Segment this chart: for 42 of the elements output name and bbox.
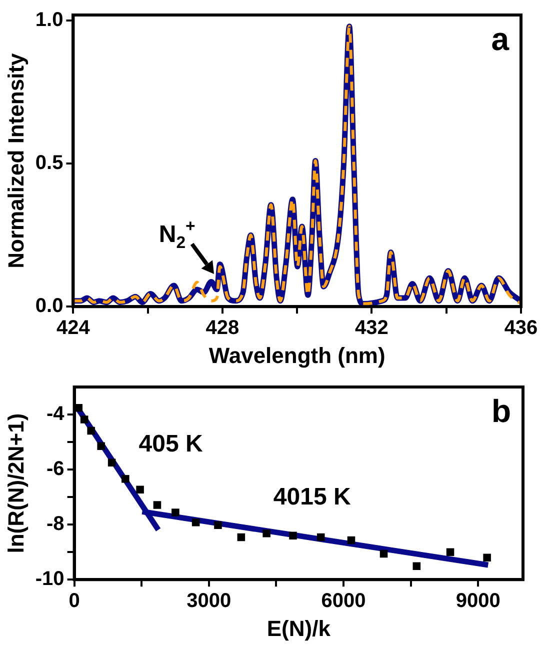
point xyxy=(97,442,105,450)
x-tick-label: 9000 xyxy=(456,590,500,612)
annotation: 405 K xyxy=(138,430,204,458)
point xyxy=(172,508,180,516)
y-tick-label: 0.0 xyxy=(35,295,64,318)
y-axis-title: ln(R(N)/2N+1) xyxy=(3,413,28,554)
x-tick-label: 428 xyxy=(206,317,240,340)
y-axis-title: Normalized Intensity xyxy=(3,52,28,268)
annotation: a xyxy=(491,20,510,57)
point xyxy=(483,554,491,562)
point xyxy=(289,532,297,540)
x-tick-label: 424 xyxy=(56,317,91,340)
point xyxy=(80,416,88,424)
point xyxy=(380,550,388,558)
annotation: 4015 K xyxy=(273,483,352,510)
point xyxy=(347,536,356,544)
point xyxy=(412,562,421,570)
point xyxy=(108,458,116,467)
point xyxy=(153,501,162,509)
point xyxy=(316,533,325,542)
y-tick-label: -8 xyxy=(46,513,64,536)
point xyxy=(262,529,270,538)
x-axis-title: Wavelength (nm) xyxy=(208,342,386,368)
x-tick-label: 0 xyxy=(68,590,80,612)
x-tick-label: 436 xyxy=(504,317,538,340)
x-tick-label: 432 xyxy=(355,317,388,340)
point xyxy=(87,426,95,435)
point xyxy=(136,486,144,494)
x-tick-label: 6000 xyxy=(321,590,366,612)
point xyxy=(122,475,130,483)
point xyxy=(192,518,200,526)
y-tick-label: -6 xyxy=(46,458,64,480)
point xyxy=(237,533,246,542)
y-tick-label: -10 xyxy=(35,568,64,590)
y-tick-label: 0.5 xyxy=(35,152,64,174)
x-axis-title: E(N)/k xyxy=(266,616,332,641)
point xyxy=(446,548,454,556)
x-tick-label: 3000 xyxy=(186,590,232,612)
y-tick-label: -4 xyxy=(46,403,66,426)
y-tick-label: 1.0 xyxy=(35,9,64,32)
annotation: b xyxy=(491,392,511,429)
point xyxy=(214,521,222,530)
